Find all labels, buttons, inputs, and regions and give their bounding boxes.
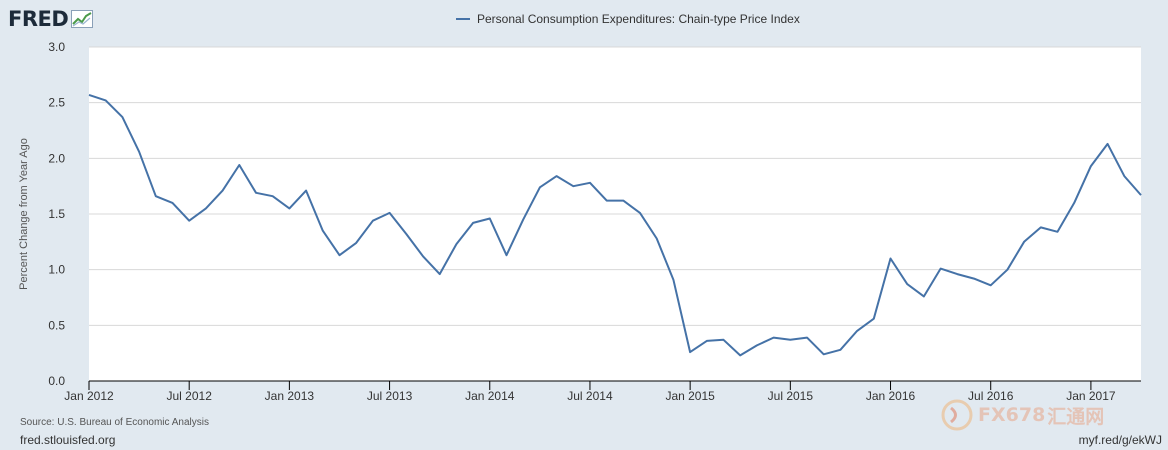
- short-url-link[interactable]: myf.red/g/ekWJ: [1078, 433, 1162, 447]
- watermark: FX678 汇通网: [940, 398, 1104, 432]
- x-tick-label: Jan 2013: [265, 389, 315, 400]
- watermark-text: FX678: [978, 404, 1046, 426]
- gridlines: [89, 46, 1141, 326]
- x-tick-label: Jan 2014: [465, 389, 515, 400]
- source-note: Source: U.S. Bureau of Economic Analysis: [20, 417, 209, 428]
- x-tick-label: Jan 2015: [665, 389, 715, 400]
- watermark-text-cn: 汇通网: [1047, 405, 1105, 428]
- y-tick-label: 0.0: [48, 374, 65, 388]
- chart-trend-icon: [71, 10, 94, 28]
- chart-legend: Personal Consumption Expenditures: Chain…: [456, 12, 800, 26]
- x-tick-label: Jan 2016: [866, 389, 916, 400]
- y-tick-label: 2.5: [48, 96, 65, 110]
- x-tick-label: Jan 2017: [1066, 389, 1116, 400]
- x-tick-label: Jul 2012: [167, 389, 213, 400]
- watermark-logo-icon: [941, 399, 973, 431]
- y-axis-label: Percent Change from Year Ago: [18, 138, 30, 290]
- x-tick-label: Jul 2013: [367, 389, 413, 400]
- x-tick-label: Jul 2014: [567, 389, 613, 400]
- x-tick-label: Jul 2015: [768, 389, 814, 400]
- y-tick-label: 3.0: [48, 40, 65, 54]
- line-chart: 0.00.51.01.52.02.53.0 Jan 2012 Jul 2012 Ja…: [18, 40, 1142, 400]
- fred-logo-text: FRED: [8, 7, 69, 31]
- fred-logo[interactable]: FRED: [8, 6, 94, 32]
- legend-series-swatch: [456, 18, 470, 20]
- y-tick-label: 0.5: [48, 318, 65, 332]
- x-axis-ticks: Jan 2012 Jul 2012 Jan 2013 Jul 2013 Jan 2014…: [64, 381, 1116, 400]
- y-tick-label: 1.0: [48, 263, 65, 277]
- y-tick-label: 2.0: [48, 151, 65, 165]
- legend-series-label: Personal Consumption Expenditures: Chain…: [477, 12, 800, 26]
- x-tick-label: Jul 2016: [968, 389, 1014, 400]
- y-tick-label: 1.5: [48, 207, 65, 221]
- site-link[interactable]: fred.stlouisfed.org: [20, 433, 116, 447]
- x-tick-label: Jan 2012: [64, 389, 114, 400]
- y-axis-tick-labels: 0.0 0.5 1.0 1.5 2.0 2.5 3.0: [48, 40, 65, 388]
- series-line: [88, 93, 1142, 357]
